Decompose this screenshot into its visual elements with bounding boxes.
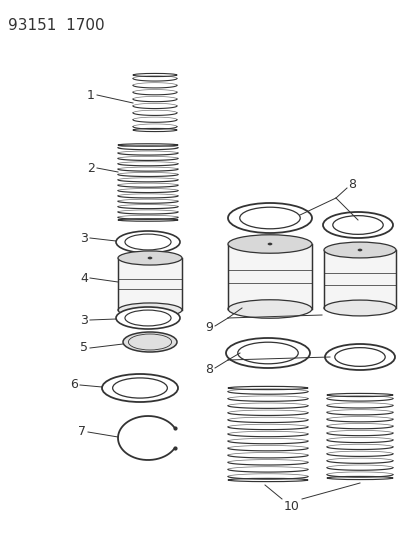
Bar (228, 244, 311, 309)
Ellipse shape (147, 257, 152, 259)
Ellipse shape (123, 332, 177, 352)
Text: 6: 6 (70, 378, 78, 392)
Ellipse shape (102, 374, 178, 402)
Text: 3: 3 (80, 231, 88, 245)
Text: 2: 2 (87, 161, 95, 174)
Bar (118, 258, 182, 310)
Ellipse shape (225, 338, 309, 368)
Text: 93151  1700: 93151 1700 (8, 18, 104, 33)
Text: 7: 7 (78, 425, 86, 439)
Ellipse shape (323, 300, 395, 316)
Ellipse shape (357, 249, 361, 251)
Ellipse shape (267, 243, 271, 245)
Ellipse shape (118, 251, 182, 265)
Text: 8: 8 (204, 364, 212, 376)
Text: 3: 3 (80, 313, 88, 327)
Ellipse shape (324, 344, 394, 370)
Text: 8: 8 (347, 179, 355, 191)
Ellipse shape (116, 307, 180, 329)
Text: 10: 10 (283, 500, 299, 513)
Ellipse shape (228, 300, 311, 318)
Text: 1: 1 (87, 88, 95, 101)
Text: 5: 5 (80, 342, 88, 354)
Ellipse shape (228, 203, 311, 233)
Ellipse shape (118, 303, 182, 317)
Text: 4: 4 (80, 271, 88, 285)
Bar (323, 250, 395, 308)
Text: 9: 9 (204, 321, 212, 335)
Ellipse shape (322, 212, 392, 238)
Ellipse shape (228, 235, 311, 253)
Ellipse shape (323, 242, 395, 258)
Ellipse shape (116, 231, 180, 253)
